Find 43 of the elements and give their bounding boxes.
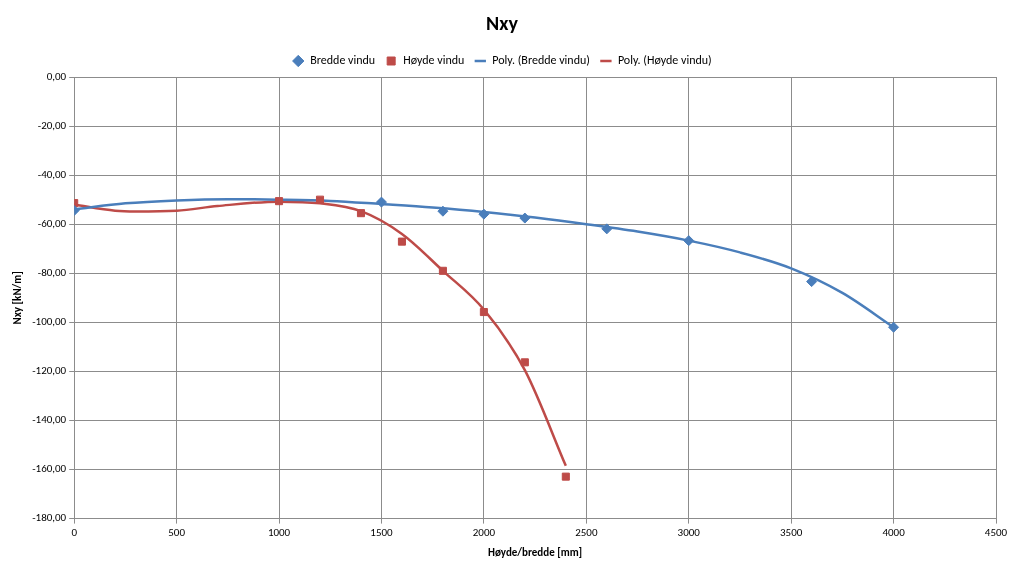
y-tick-label: -40,00 bbox=[37, 167, 67, 181]
x-tick-label: 2500 bbox=[575, 525, 598, 539]
point bbox=[561, 472, 570, 481]
point bbox=[601, 223, 613, 235]
point bbox=[356, 209, 366, 218]
y-tick-label: -20,00 bbox=[37, 118, 67, 132]
point bbox=[315, 195, 325, 204]
y-tick-label: -160,00 bbox=[32, 462, 67, 476]
point bbox=[438, 266, 447, 275]
x-tick-label: 0 bbox=[71, 525, 78, 539]
point bbox=[519, 212, 531, 224]
y-tick-label: -60,00 bbox=[37, 216, 67, 230]
x-tick-label: 2000 bbox=[472, 525, 496, 539]
legend-label: Poly. (Bredde vindu) bbox=[492, 53, 590, 67]
y-tick-label: -140,00 bbox=[32, 413, 67, 427]
x-tick-label: 3500 bbox=[780, 525, 803, 539]
x-tick-label: 4500 bbox=[984, 525, 1008, 539]
y-tick-label: 0,00 bbox=[46, 69, 67, 83]
x-tick-label: 1000 bbox=[267, 525, 291, 539]
point bbox=[478, 208, 490, 220]
y-tick-label: -80,00 bbox=[37, 266, 67, 280]
x-tick-label: 1500 bbox=[370, 525, 394, 539]
x-tick-label: 500 bbox=[168, 525, 186, 539]
point bbox=[397, 237, 406, 246]
point bbox=[888, 321, 900, 333]
x-tick-label: 3000 bbox=[677, 525, 701, 539]
y-tick-label: -120,00 bbox=[32, 364, 67, 378]
point bbox=[520, 358, 529, 367]
point bbox=[275, 197, 284, 206]
chart-title: Nxy bbox=[486, 11, 519, 35]
y-axis-title: Nxy [kN/m] bbox=[11, 271, 25, 325]
x-axis-title: Høyde/bredde [mm] bbox=[487, 546, 583, 560]
y-tick-label: -100,00 bbox=[32, 315, 67, 329]
legend-label: Høyde vindu bbox=[403, 53, 465, 67]
point bbox=[437, 205, 449, 217]
point bbox=[683, 235, 695, 247]
legend-label: Poly. (Høyde vindu) bbox=[617, 53, 712, 67]
point bbox=[375, 196, 387, 208]
x-tick-label: 4000 bbox=[882, 525, 906, 539]
point bbox=[806, 276, 818, 288]
y-tick-label: -180,00 bbox=[32, 511, 67, 525]
point bbox=[479, 307, 488, 317]
legend-label: Bredde vindu bbox=[310, 53, 376, 67]
